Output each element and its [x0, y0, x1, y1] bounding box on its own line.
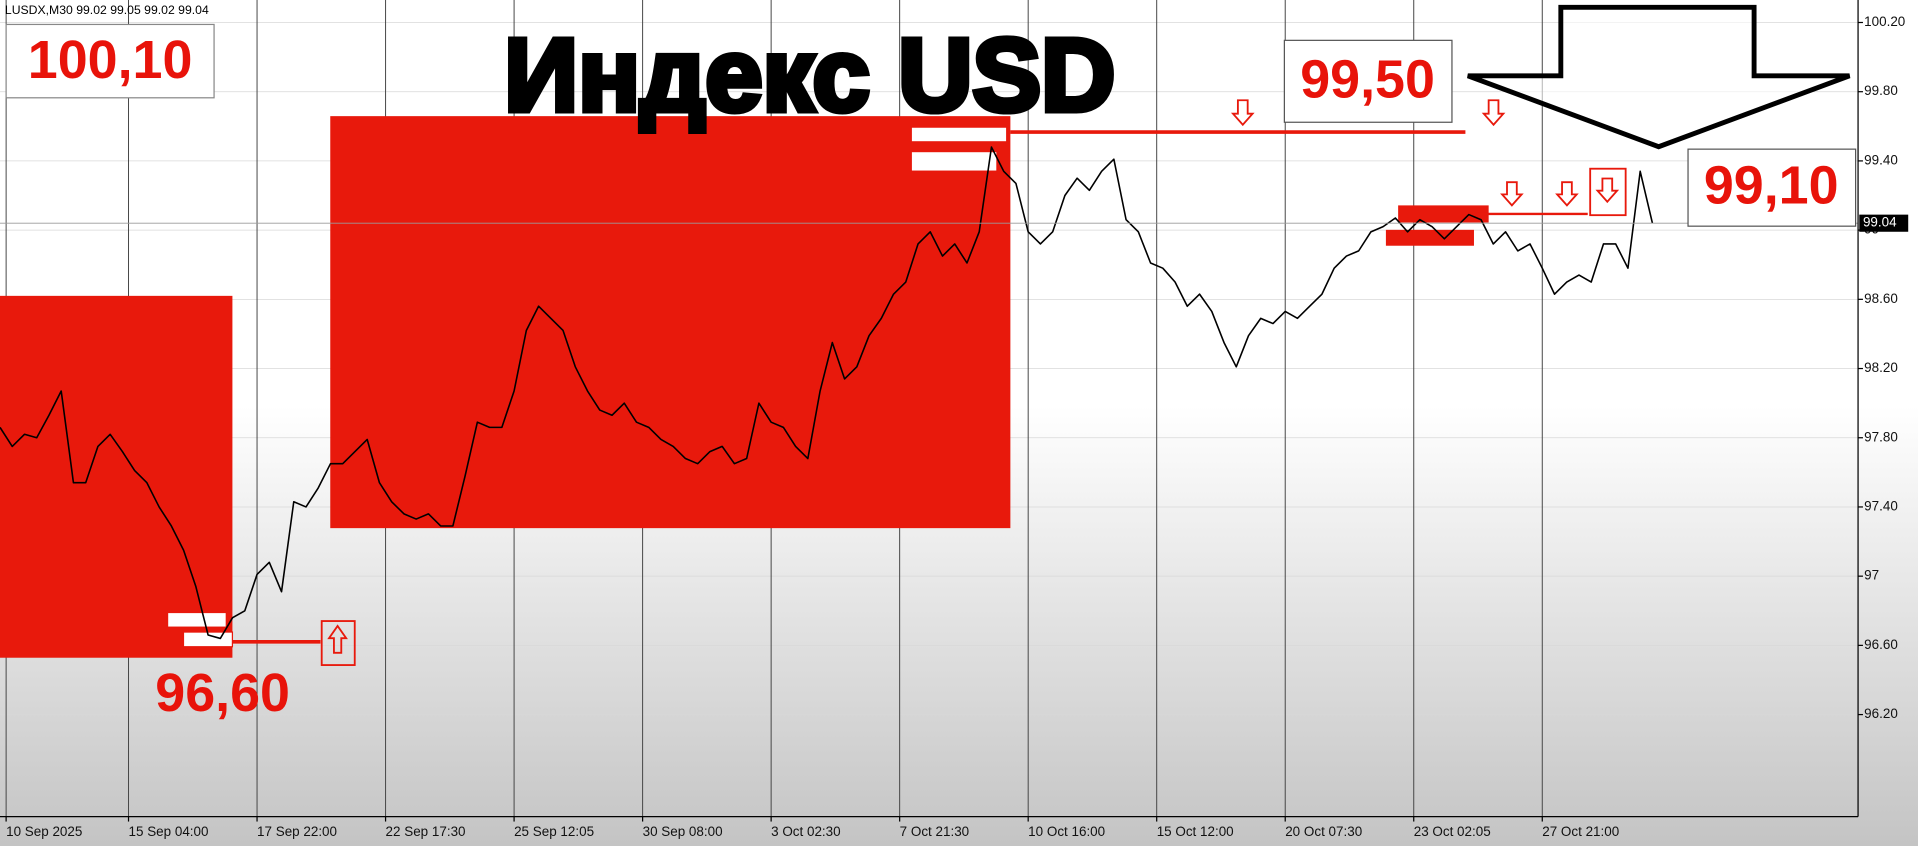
y-tick-label: 99.40 [1864, 152, 1898, 167]
x-tick-label: 25 Sep 12:05 [514, 824, 594, 839]
marker-box [910, 126, 1008, 143]
x-tick-label: 20 Oct 07:30 [1285, 824, 1362, 839]
x-tick-label: 22 Sep 17:30 [386, 824, 466, 839]
x-tick-label: 10 Sep 2025 [6, 824, 82, 839]
last-price-label: 99.04 [1863, 215, 1897, 230]
x-tick-label: 30 Sep 08:00 [643, 824, 723, 839]
annotation: 96,60 [155, 663, 290, 723]
annotation: 99,10 [1704, 156, 1839, 216]
up-arrow [327, 624, 348, 654]
y-tick-label: 100.20 [1864, 14, 1905, 29]
y-tick-label: 97.80 [1864, 429, 1898, 444]
zone [0, 295, 233, 658]
chart-title: Индекс USD [504, 17, 1115, 132]
zone [330, 116, 1011, 529]
x-tick-label: 10 Oct 16:00 [1028, 824, 1105, 839]
annotation-box [5, 23, 215, 99]
annotation: 100,10 [28, 30, 193, 90]
y-tick-label: 98.20 [1864, 360, 1898, 375]
price-line [0, 146, 1654, 640]
annotation: 99,50 [1300, 49, 1435, 109]
y-tick-label: 98.60 [1864, 291, 1898, 306]
arrow-box [320, 620, 356, 666]
x-tick-label: 17 Sep 22:00 [257, 824, 337, 839]
zone [1398, 205, 1489, 223]
annotation-box [1283, 39, 1453, 123]
x-tick-label: 27 Oct 21:00 [1542, 824, 1619, 839]
annotation-box [1687, 148, 1857, 227]
big-arrow [1467, 4, 1851, 150]
symbol-header: LUSDX,M30 99.02 99.05 99.02 99.04 [5, 3, 209, 17]
plot [0, 146, 1859, 640]
y-tick-label: 97 [1864, 568, 1879, 583]
x-tick-label: 3 Oct 02:30 [771, 824, 841, 839]
down-arrows [1230, 99, 1627, 217]
marker-box [166, 611, 227, 628]
zone [1385, 229, 1474, 246]
x-tick-label: 7 Oct 21:30 [900, 824, 970, 839]
y-tick-label: 97.40 [1864, 499, 1898, 514]
marker-box [910, 150, 998, 172]
y-tick-label: 96.20 [1864, 706, 1898, 721]
x-tick-label: 23 Oct 02:05 [1414, 824, 1491, 839]
y-tick-label: 96.60 [1864, 637, 1898, 652]
x-tick-label: 15 Sep 04:00 [129, 824, 209, 839]
last-price-box [1859, 214, 1909, 232]
x-tick-label: 15 Oct 12:00 [1157, 824, 1234, 839]
y-tick-label: 99.80 [1864, 83, 1898, 98]
